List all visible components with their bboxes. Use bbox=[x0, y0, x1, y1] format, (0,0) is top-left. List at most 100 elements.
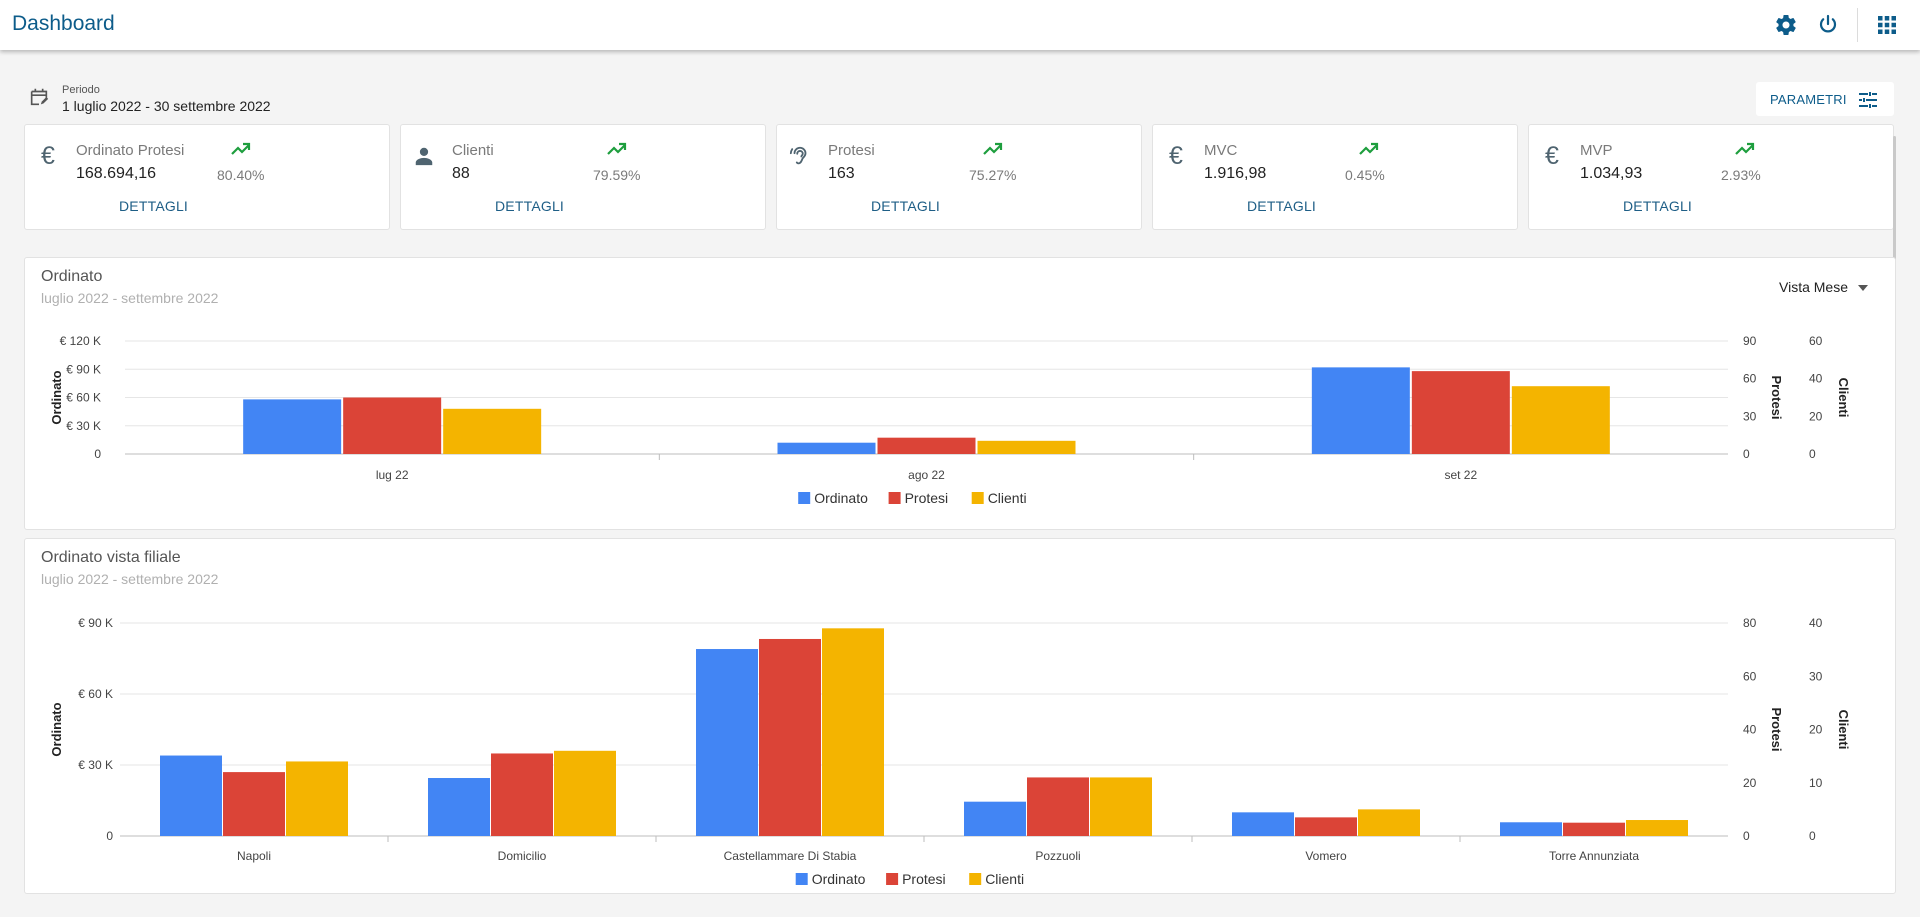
axis-tick-label: 20 bbox=[1743, 776, 1757, 790]
axis-tick-label: 40 bbox=[1809, 616, 1823, 630]
dropdown-arrow-icon bbox=[1858, 278, 1868, 296]
power-icon[interactable] bbox=[1815, 12, 1841, 38]
bar-protesi bbox=[343, 397, 442, 454]
bar-clienti bbox=[554, 750, 616, 836]
chart-subtitle: luglio 2022 - settembre 2022 bbox=[41, 571, 219, 587]
page-title: Dashboard bbox=[12, 12, 115, 35]
dettagli-link[interactable]: DETTAGLI bbox=[1623, 198, 1693, 214]
vista-select-value: Vista Mese bbox=[1779, 279, 1848, 295]
chart-title: Ordinato vista filiale bbox=[41, 549, 181, 566]
kpi-value: 1.034,93 bbox=[1580, 165, 1643, 182]
kpi-card-mvp: € MVP 1.034,93 2.93% DETTAGLI bbox=[1528, 124, 1894, 230]
bar-ordinato bbox=[777, 442, 876, 454]
bar-clienti bbox=[822, 628, 884, 836]
category-label: ago 22 bbox=[908, 468, 945, 482]
person-icon bbox=[409, 141, 439, 171]
parametri-button[interactable]: PARAMETRI bbox=[1756, 82, 1894, 116]
trending-up-icon bbox=[983, 142, 1003, 161]
kpi-percentage: 2.93% bbox=[1721, 167, 1761, 183]
hearing-icon bbox=[785, 141, 815, 171]
legend-label: Protesi bbox=[902, 871, 946, 887]
bar-ordinato bbox=[243, 399, 342, 454]
axis-tick-label: 40 bbox=[1743, 723, 1757, 737]
bar-protesi bbox=[877, 437, 976, 454]
kpi-label: Clienti bbox=[452, 142, 494, 159]
gear-icon[interactable] bbox=[1773, 12, 1799, 38]
vista-select[interactable]: Vista Mese bbox=[1779, 278, 1868, 296]
axis-tick-label: 10 bbox=[1809, 776, 1823, 790]
axis-tick-label: 40 bbox=[1809, 372, 1823, 386]
euro-icon: € bbox=[33, 141, 63, 171]
bar-ordinato bbox=[1311, 367, 1410, 454]
kpi-percentage: 80.40% bbox=[217, 167, 265, 183]
axis-title: Protesi bbox=[1769, 375, 1784, 419]
period-value: 1 luglio 2022 - 30 settembre 2022 bbox=[62, 98, 271, 114]
scrollbar-thumb[interactable] bbox=[1893, 136, 1896, 346]
category-label: set 22 bbox=[1444, 468, 1477, 482]
axis-tick-label: 60 bbox=[1743, 372, 1757, 386]
bar-ordinato bbox=[160, 755, 222, 836]
bar-clienti bbox=[1626, 820, 1688, 836]
tune-icon bbox=[1858, 90, 1878, 115]
euro-icon: € bbox=[1537, 141, 1567, 171]
bar-ordinato bbox=[1500, 822, 1562, 836]
trending-up-icon bbox=[1735, 142, 1755, 161]
svg-text:€: € bbox=[1169, 143, 1183, 169]
trending-up-icon bbox=[1359, 142, 1379, 161]
kpi-label: MVP bbox=[1580, 142, 1613, 159]
legend-swatch bbox=[888, 492, 901, 504]
apps-grid-icon[interactable] bbox=[1874, 12, 1900, 38]
dettagli-link[interactable]: DETTAGLI bbox=[119, 198, 189, 214]
bar-ordinato bbox=[428, 778, 490, 836]
bar-protesi bbox=[1411, 371, 1510, 454]
chart-subtitle: luglio 2022 - settembre 2022 bbox=[41, 290, 219, 306]
axis-tick-label: € 60 K bbox=[78, 687, 113, 701]
kpi-value: 163 bbox=[828, 165, 855, 182]
ordinato-chart-card: Ordinato luglio 2022 - settembre 2022 Vi… bbox=[24, 257, 1896, 530]
bar-clienti bbox=[1511, 386, 1610, 454]
legend-swatch bbox=[795, 873, 808, 885]
period-label: Periodo bbox=[62, 84, 100, 96]
bar-ordinato bbox=[696, 649, 758, 836]
dettagli-link[interactable]: DETTAGLI bbox=[495, 198, 565, 214]
dettagli-link[interactable]: DETTAGLI bbox=[871, 198, 941, 214]
axis-tick-label: € 60 K bbox=[66, 391, 101, 405]
axis-tick-label: 80 bbox=[1743, 616, 1757, 630]
axis-tick-label: 20 bbox=[1809, 409, 1823, 423]
trending-up-icon bbox=[607, 142, 627, 161]
bar-clienti bbox=[443, 408, 542, 454]
trending-up-icon bbox=[231, 142, 251, 161]
legend-swatch bbox=[971, 492, 984, 504]
ordinato-filiale-chart-card: Ordinato vista filiale luglio 2022 - set… bbox=[24, 538, 1896, 894]
dettagli-link[interactable]: DETTAGLI bbox=[1247, 198, 1317, 214]
category-label: Domicilio bbox=[498, 849, 547, 863]
kpi-label: Protesi bbox=[828, 142, 875, 159]
parametri-label: PARAMETRI bbox=[1770, 91, 1847, 107]
axis-tick-label: 60 bbox=[1743, 669, 1757, 683]
kpi-card-ordinato-protesi: € Ordinato Protesi 168.694,16 80.40% DET… bbox=[24, 124, 390, 230]
toolbar-divider bbox=[1857, 8, 1858, 42]
bar-ordinato bbox=[1232, 812, 1294, 836]
category-label: Napoli bbox=[237, 849, 271, 863]
axis-title: Clienti bbox=[1836, 378, 1851, 418]
axis-tick-label: 0 bbox=[1743, 829, 1750, 843]
kpi-percentage: 79.59% bbox=[593, 167, 641, 183]
axis-tick-label: 0 bbox=[1809, 447, 1816, 461]
category-label: Vomero bbox=[1305, 849, 1347, 863]
category-label: Castellammare Di Stabia bbox=[724, 849, 857, 863]
axis-tick-label: 20 bbox=[1809, 723, 1823, 737]
axis-tick-label: 30 bbox=[1809, 669, 1823, 683]
kpi-label: MVC bbox=[1204, 142, 1238, 159]
bar-clienti bbox=[1090, 777, 1152, 836]
bar-protesi bbox=[1027, 777, 1089, 836]
axis-title: Ordinato bbox=[49, 370, 64, 424]
bar-protesi bbox=[223, 772, 285, 836]
axis-tick-label: 0 bbox=[94, 447, 101, 461]
top-app-bar: Dashboard bbox=[0, 0, 1920, 50]
calendar-edit-icon bbox=[28, 86, 50, 113]
bar-clienti bbox=[977, 440, 1076, 454]
euro-icon: € bbox=[1161, 141, 1191, 171]
bar-clienti bbox=[1358, 809, 1420, 836]
legend-swatch bbox=[886, 873, 899, 885]
kpi-label: Ordinato Protesi bbox=[76, 142, 185, 159]
